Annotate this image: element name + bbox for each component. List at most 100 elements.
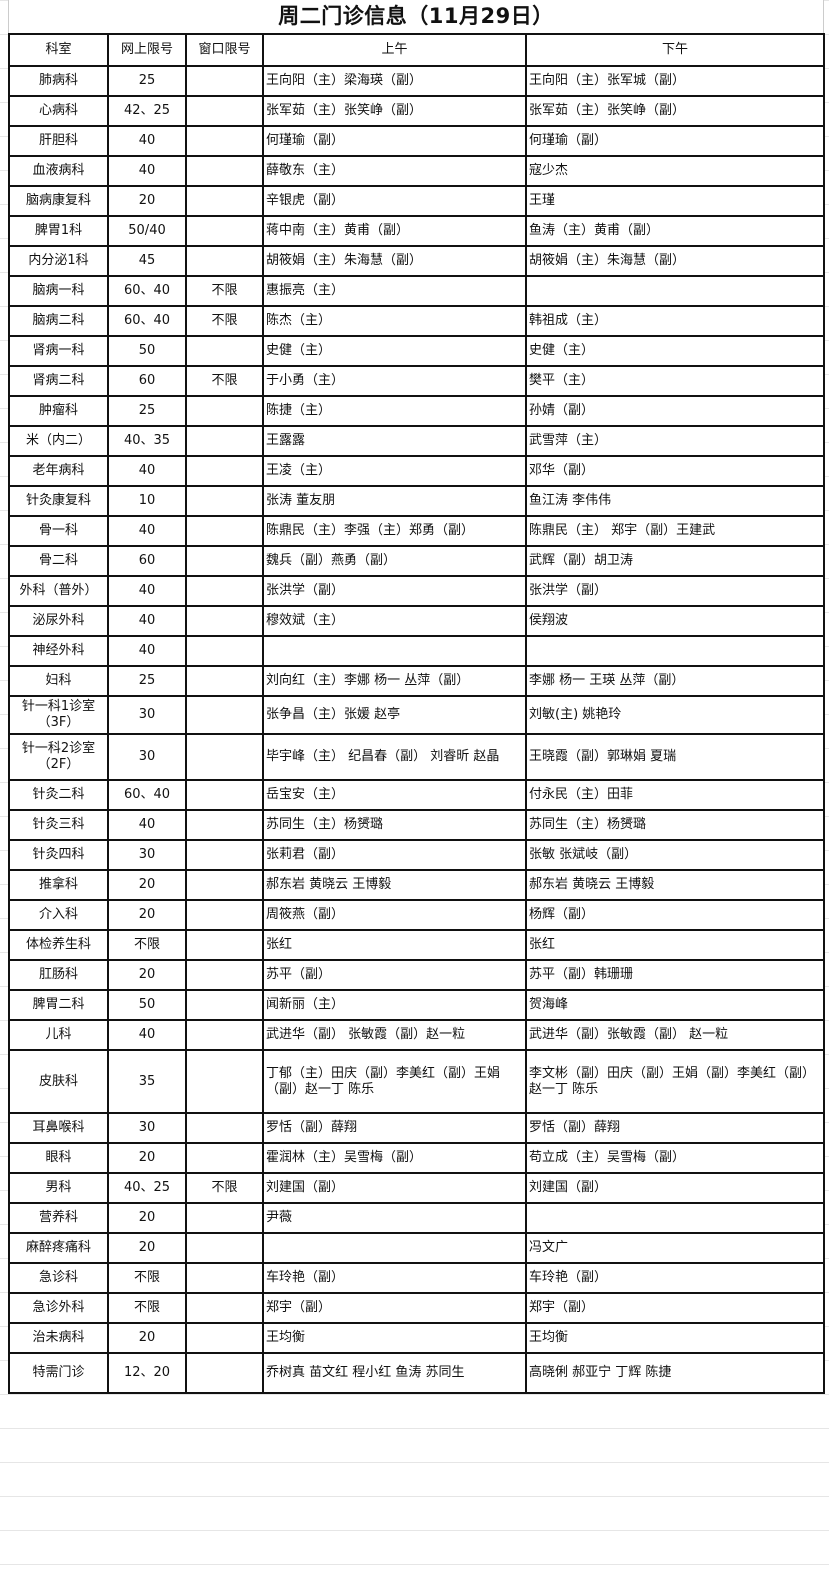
online-limit-cell: 30 <box>107 733 187 781</box>
online-limit-cell: 40 <box>107 635 187 667</box>
department-cell: 儿科 <box>8 1019 109 1051</box>
window-limit-cell <box>185 125 264 157</box>
window-limit-cell <box>185 395 264 427</box>
window-limit-cell <box>185 485 264 517</box>
department-cell: 眼科 <box>8 1142 109 1174</box>
department-cell: 肾病二科 <box>8 365 109 397</box>
morning-cell: 苏同生（主）杨赟璐 <box>262 809 527 841</box>
window-limit-cell <box>185 215 264 247</box>
window-limit-cell <box>185 545 264 577</box>
afternoon-cell: 冯文广 <box>525 1232 825 1264</box>
table-row: 骨一科 40 陈鼎民（主）李强（主）郑勇（副） 陈鼎民（主） 郑宇（副）王建武 <box>8 515 825 547</box>
table-row: 肾病二科 60 不限 于小勇（主） 樊平（主） <box>8 365 825 397</box>
window-limit-cell <box>185 869 264 901</box>
table-row: 肾病一科 50 史健（主） 史健（主） <box>8 335 825 367</box>
table-row: 针灸三科 40 苏同生（主）杨赟璐 苏同生（主）杨赟璐 <box>8 809 825 841</box>
morning-cell: 薛敬东（主） <box>262 155 527 187</box>
window-limit-cell <box>185 779 264 811</box>
table-row: 脑病康复科 20 辛银虎（副） 王瑾 <box>8 185 825 217</box>
afternoon-cell: 杨辉（副） <box>525 899 825 931</box>
table-row: 脾胃二科 50 闻新丽（主） 贺海峰 <box>8 989 825 1021</box>
clinic-schedule-table: 科室 网上限号 窗口限号 上午 下午 肺病科 25 王向阳（主）梁海瑛（副） 王向阳（… <box>8 33 825 1394</box>
department-cell: 针一科2诊室（2F） <box>8 733 109 781</box>
morning-cell: 惠振亮（主） <box>262 275 527 307</box>
afternoon-cell <box>525 1202 825 1234</box>
afternoon-cell: 鱼涛（主）黄甫（副） <box>525 215 825 247</box>
online-limit-cell: 60、40 <box>107 779 187 811</box>
department-cell: 心病科 <box>8 95 109 127</box>
window-limit-cell <box>185 245 264 277</box>
table-row: 针灸四科 30 张莉君（副） 张敏 张斌岐（副） <box>8 839 825 871</box>
window-limit-cell <box>185 155 264 187</box>
table-row: 体检养生科 不限 张红 张红 <box>8 929 825 961</box>
afternoon-cell: 寇少杰 <box>525 155 825 187</box>
window-limit-cell <box>185 635 264 667</box>
morning-cell: 周筱燕（副） <box>262 899 527 931</box>
header-row: 科室 网上限号 窗口限号 上午 下午 <box>8 33 825 67</box>
morning-cell: 尹薇 <box>262 1202 527 1234</box>
afternoon-cell: 车玲艳（副） <box>525 1262 825 1294</box>
morning-cell: 王凌（主） <box>262 455 527 487</box>
department-cell: 外科（普外） <box>8 575 109 607</box>
online-limit-cell: 40、25 <box>107 1172 187 1204</box>
afternoon-cell: 王晓霞（副）郭琳娟 夏瑞 <box>525 733 825 781</box>
morning-cell: 胡筱娟（主）朱海慧（副） <box>262 245 527 277</box>
afternoon-cell: 何瑾瑜（副） <box>525 125 825 157</box>
window-limit-cell <box>185 733 264 781</box>
table-row: 营养科 20 尹薇 <box>8 1202 825 1234</box>
afternoon-cell: 苟立成（主）吴雪梅（副） <box>525 1142 825 1174</box>
online-limit-cell: 40 <box>107 605 187 637</box>
department-cell: 血液病科 <box>8 155 109 187</box>
afternoon-cell <box>525 275 825 307</box>
table-row: 男科 40、25 不限 刘建国（副） 刘建国（副） <box>8 1172 825 1204</box>
department-cell: 推拿科 <box>8 869 109 901</box>
afternoon-cell: 李文彬（副）田庆（副）王娟（副）李美红（副） 赵一丁 陈乐 <box>525 1049 825 1114</box>
table-row: 特需门诊 12、20 乔树真 苗文红 程小红 鱼涛 苏同生 高晓俐 郝亚宁 丁辉 陈… <box>8 1352 825 1394</box>
morning-cell: 张军茹（主）张笑峥（副） <box>262 95 527 127</box>
table-row: 老年病科 40 王凌（主） 邓华（副） <box>8 455 825 487</box>
online-limit-cell: 20 <box>107 1322 187 1354</box>
table-row: 针灸二科 60、40 岳宝安（主） 付永民（主）田菲 <box>8 779 825 811</box>
afternoon-cell: 张军茹（主）张笑峥（副） <box>525 95 825 127</box>
online-limit-cell: 25 <box>107 395 187 427</box>
online-limit-cell: 40 <box>107 1019 187 1051</box>
afternoon-cell: 贺海峰 <box>525 989 825 1021</box>
online-limit-cell: 30 <box>107 695 187 735</box>
morning-cell: 蒋中南（主）黄甫（副） <box>262 215 527 247</box>
window-limit-cell <box>185 1142 264 1174</box>
online-limit-cell: 20 <box>107 1202 187 1234</box>
department-cell: 肝胆科 <box>8 125 109 157</box>
afternoon-cell: 鱼江涛 李伟伟 <box>525 485 825 517</box>
window-limit-cell: 不限 <box>185 1172 264 1204</box>
morning-cell: 闻新丽（主） <box>262 989 527 1021</box>
window-limit-cell <box>185 515 264 547</box>
department-cell: 骨一科 <box>8 515 109 547</box>
table-body: 肺病科 25 王向阳（主）梁海瑛（副） 王向阳（主）张军城（副） 心病科 42、25 张军茹… <box>8 65 825 1394</box>
online-limit-cell: 40 <box>107 155 187 187</box>
afternoon-cell: 苏平（副）韩珊珊 <box>525 959 825 991</box>
department-cell: 妇科 <box>8 665 109 697</box>
table-row: 推拿科 20 郝东岩 黄晓云 王博毅 郝东岩 黄晓云 王博毅 <box>8 869 825 901</box>
table-row: 麻醉疼痛科 20 冯文广 <box>8 1232 825 1264</box>
online-limit-cell: 40 <box>107 515 187 547</box>
online-limit-cell: 20 <box>107 1142 187 1174</box>
morning-cell: 刘向红（主）李娜 杨一 丛萍（副） <box>262 665 527 697</box>
department-cell: 肾病一科 <box>8 335 109 367</box>
table-row: 肛肠科 20 苏平（副） 苏平（副）韩珊珊 <box>8 959 825 991</box>
department-cell: 针灸四科 <box>8 839 109 871</box>
department-cell: 肺病科 <box>8 65 109 97</box>
window-limit-cell <box>185 929 264 961</box>
online-limit-cell: 50/40 <box>107 215 187 247</box>
window-limit-cell <box>185 1232 264 1264</box>
table-row: 血液病科 40 薛敬东（主） 寇少杰 <box>8 155 825 187</box>
afternoon-cell: 郑宇（副） <box>525 1292 825 1324</box>
online-limit-cell: 不限 <box>107 929 187 961</box>
afternoon-cell: 武进华（副）张敏霞（副） 赵一粒 <box>525 1019 825 1051</box>
online-limit-cell: 40、35 <box>107 425 187 457</box>
header-department: 科室 <box>8 33 109 67</box>
department-cell: 针灸三科 <box>8 809 109 841</box>
department-cell: 肿瘤科 <box>8 395 109 427</box>
morning-cell: 霍润林（主）吴雪梅（副） <box>262 1142 527 1174</box>
afternoon-cell: 邓华（副） <box>525 455 825 487</box>
window-limit-cell: 不限 <box>185 305 264 337</box>
